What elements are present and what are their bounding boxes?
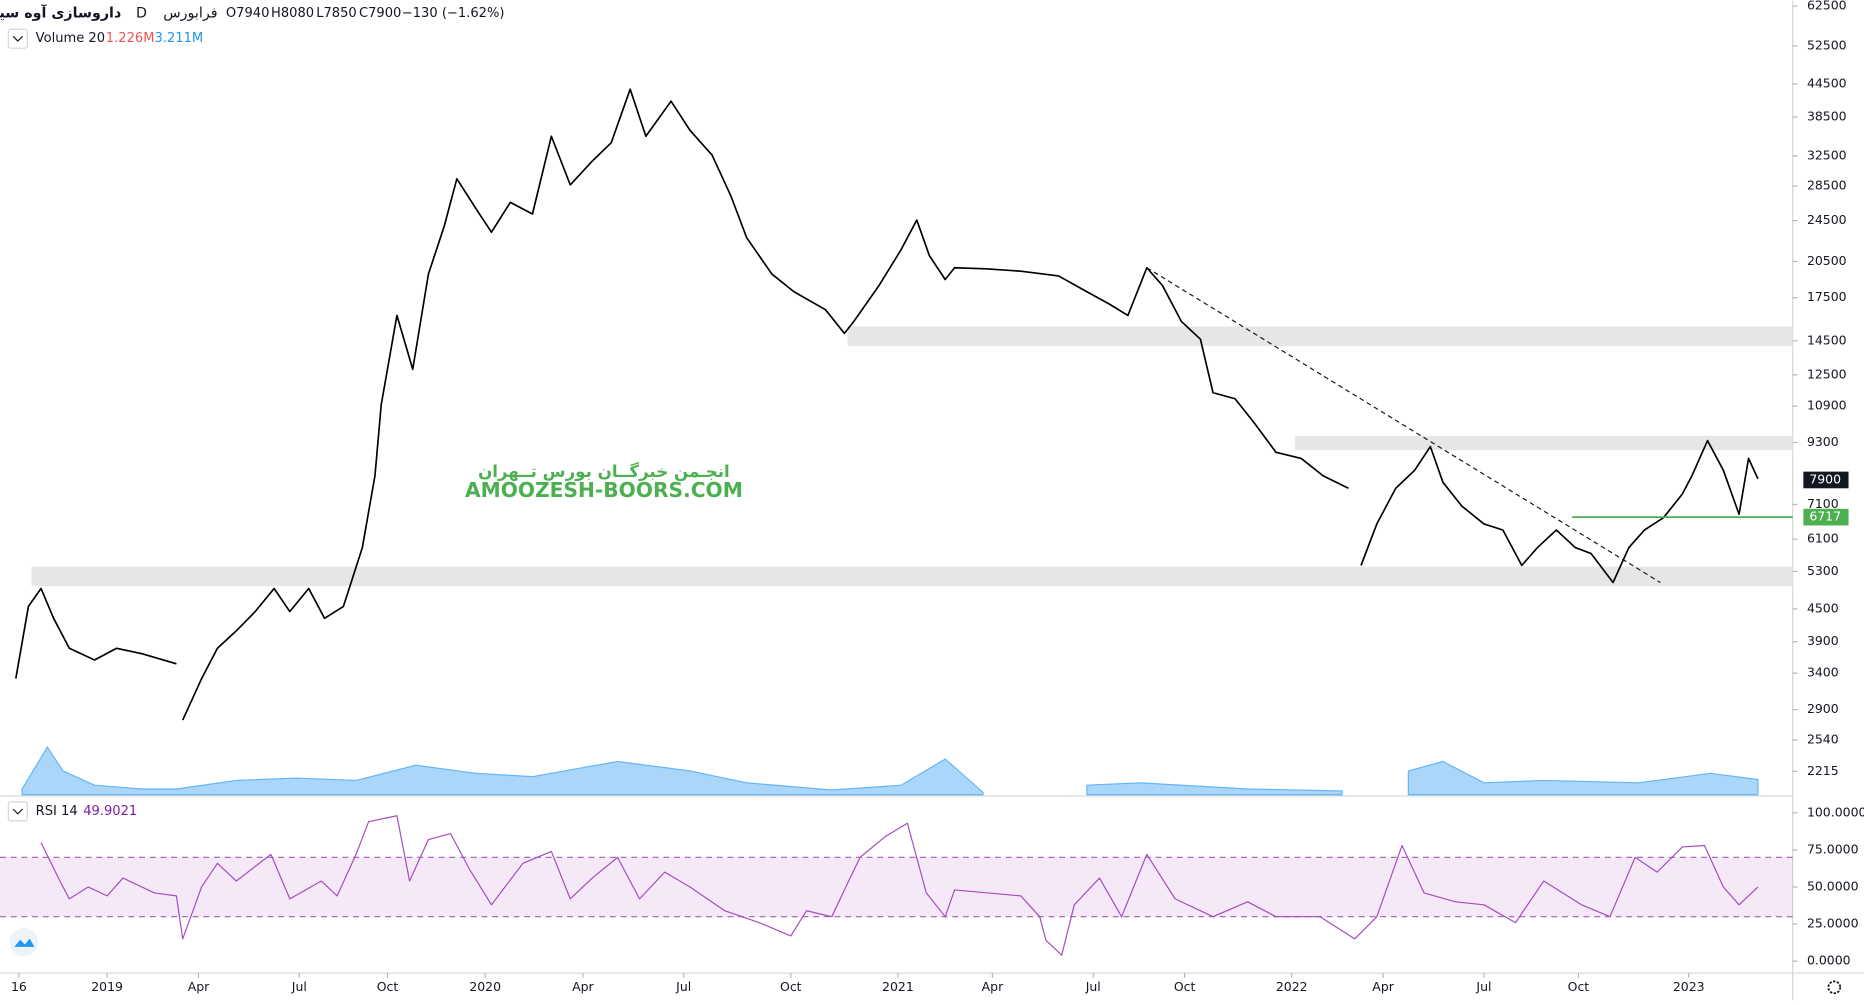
y-tick-label: 25.0000 — [1807, 916, 1859, 931]
level-label-box — [1803, 508, 1849, 526]
y-tick-label: 3400 — [1807, 665, 1839, 680]
y-tick-label: 17500 — [1807, 289, 1847, 304]
y-tick-label: 2215 — [1807, 763, 1839, 778]
ohlc-open: O7940 — [226, 6, 270, 21]
y-tick-label: 32500 — [1807, 147, 1847, 162]
y-tick-label: 0.0000 — [1807, 953, 1851, 968]
x-tick-label: 2022 — [1276, 979, 1308, 994]
rsi-legend-value: 49.9021 — [83, 804, 137, 819]
y-tick-label: 100.0000 — [1807, 804, 1864, 819]
y-tick-label: 12500 — [1807, 366, 1847, 381]
x-tick-label: Oct — [780, 979, 802, 994]
x-tick-label: Jul — [675, 979, 691, 994]
last-price-box — [1803, 471, 1849, 489]
zone — [31, 566, 1793, 587]
interval: D — [136, 6, 147, 22]
y-tick-label: 38500 — [1807, 109, 1847, 124]
x-tick-label: Apr — [188, 979, 210, 994]
y-tick-label: 5300 — [1807, 563, 1839, 578]
exchange: فرابورس — [163, 6, 217, 22]
y-tick-label: 75.0000 — [1807, 841, 1859, 856]
x-tick-label: 2021 — [882, 979, 914, 994]
volume-legend-value: 1.226M — [106, 31, 155, 46]
trendline — [1146, 267, 1661, 583]
y-tick-label: 4500 — [1807, 600, 1839, 615]
volume-ma-area — [21, 746, 1759, 796]
logo-mark — [14, 938, 35, 947]
x-tick-label: 2019 — [91, 979, 123, 994]
x-tick-label: Oct — [1568, 979, 1590, 994]
symbol: داروسازی آوه سینا — [0, 4, 121, 22]
ohlc-high: H8080 — [271, 6, 314, 21]
y-tick-label: 24500 — [1807, 212, 1847, 227]
x-tick-label: 16 — [11, 979, 27, 994]
y-tick-label: 2900 — [1807, 701, 1839, 716]
zone — [1294, 435, 1793, 451]
x-tick-label: Apr — [572, 979, 594, 994]
volume-title: Volume 20 — [36, 31, 105, 46]
chevron — [12, 808, 24, 815]
rsi-line — [40, 815, 1759, 956]
x-tick-label: Oct — [1174, 979, 1196, 994]
y-tick-label: 9300 — [1807, 434, 1839, 449]
x-tick-label: Jul — [1475, 979, 1491, 994]
rsi-title: RSI 14 — [36, 804, 78, 819]
y-tick-label: 14500 — [1807, 332, 1847, 347]
collapse-button[interactable] — [7, 28, 28, 49]
y-tick-label: 7100 — [1807, 496, 1839, 511]
x-tick-label: 2023 — [1673, 979, 1705, 994]
settings-button[interactable] — [1827, 980, 1842, 995]
y-tick-label: 20500 — [1807, 253, 1847, 268]
last-price-label: 7900 — [1809, 471, 1841, 486]
watermark: AMOOZESH-BOORS.COM — [465, 478, 743, 502]
y-tick-label: 44500 — [1807, 75, 1847, 90]
watermark: انجـمن خبرگــان بورس تــهران — [478, 461, 730, 482]
logo[interactable] — [9, 927, 39, 957]
zone — [847, 326, 1793, 347]
y-tick-label: 6100 — [1807, 531, 1839, 546]
ohlc-low: L7850 — [316, 6, 357, 21]
x-tick-label: 2020 — [469, 979, 501, 994]
ohlc-close: C7900 — [359, 6, 401, 21]
y-tick-label: 62500 — [1807, 0, 1847, 13]
x-tick-label: Jul — [291, 979, 307, 994]
y-tick-label: 3900 — [1807, 633, 1839, 648]
y-tick-label: 52500 — [1807, 38, 1847, 53]
volume-legend-value: 3.211M — [155, 31, 204, 46]
zones — [31, 326, 1793, 587]
plot — [0, 88, 1793, 956]
x-tick-label: Oct — [377, 979, 399, 994]
y-tick-label: 28500 — [1807, 177, 1847, 192]
chevron — [12, 35, 24, 42]
rsi-band — [0, 857, 1793, 917]
y-tick-label: 2540 — [1807, 731, 1839, 746]
y-tick-label: 50.0000 — [1807, 878, 1859, 893]
change: −130 (−1.62%) — [402, 6, 505, 21]
x-tick-label: Apr — [982, 979, 1004, 994]
y-tick-label: 10900 — [1807, 398, 1847, 413]
level-label: 6717 — [1809, 509, 1841, 524]
x-tick-label: Jul — [1085, 979, 1101, 994]
x-tick-label: Apr — [1372, 979, 1394, 994]
collapse-button[interactable] — [7, 801, 28, 822]
